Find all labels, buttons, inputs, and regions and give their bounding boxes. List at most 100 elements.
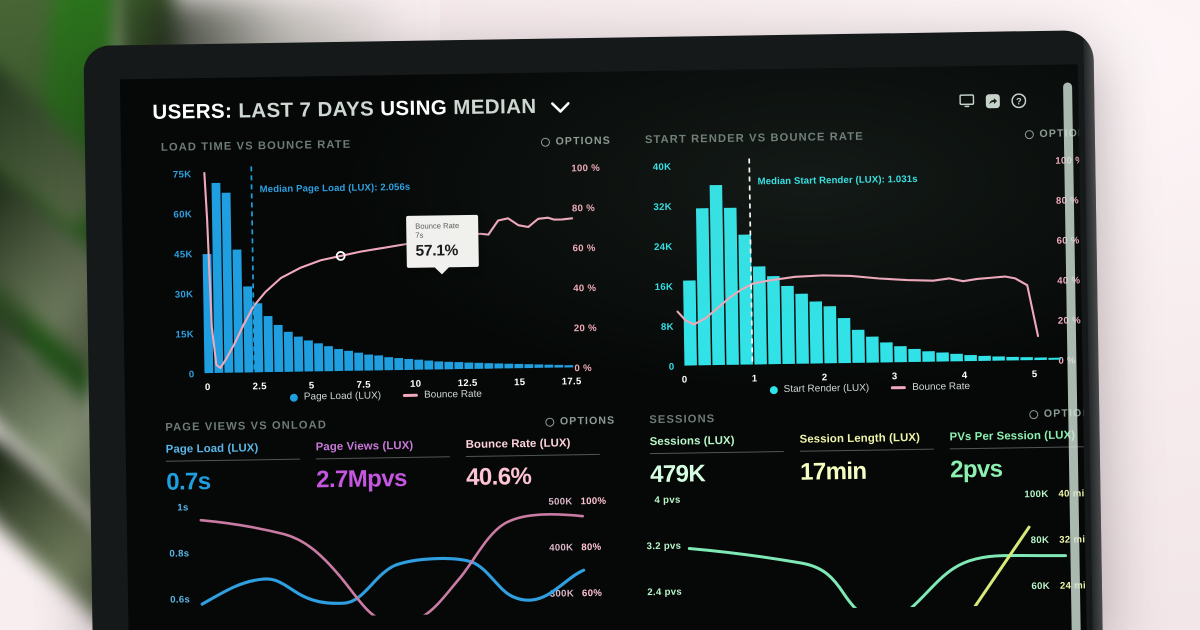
chart-sessions[interactable]: 4 pvs 3.2 pvs 2.4 pvs 100K 80K 60K 40 min 32 … [636, 484, 1087, 622]
svg-text:100 %: 100 % [571, 163, 600, 174]
svg-text:60K: 60K [173, 209, 192, 220]
legend-label: Bounce Rate [424, 388, 483, 401]
y-axis-right-sessions: 100K 80K 60K [1024, 489, 1050, 592]
svg-text:3: 3 [892, 371, 898, 382]
line-bounce-rate [203, 172, 574, 369]
svg-text:75K: 75K [173, 169, 192, 180]
stat-label: Sessions (LUX) [649, 434, 735, 449]
title-using: USING [380, 96, 448, 121]
title-prefix: USERS: [152, 99, 233, 124]
stat-session-length[interactable]: Session Length (LUX) 17min [800, 431, 951, 487]
svg-text:0.8s: 0.8s [169, 549, 189, 560]
gear-icon [1028, 409, 1038, 419]
legend-label: Bounce Rate [912, 381, 971, 393]
legend-item-bounce-rate[interactable]: Bounce Rate [891, 381, 970, 393]
y-axis-right: 100 % 80 % 60 % 40 % 20 % 0 % [571, 163, 600, 374]
laptop-screen: USERS: LAST 7 DAYS USING MEDIAN ? [119, 64, 1087, 630]
help-icon[interactable]: ? [1011, 92, 1027, 108]
options-label: OPTIONS [559, 414, 616, 428]
svg-text:17.5: 17.5 [562, 376, 582, 387]
dashboard-header: USERS: LAST 7 DAYS USING MEDIAN ? [120, 64, 1079, 137]
page-title[interactable]: USERS: LAST 7 DAYS USING MEDIAN [152, 94, 571, 127]
svg-text:1: 1 [752, 373, 758, 384]
share-icon[interactable] [985, 93, 1000, 108]
svg-text:5: 5 [1032, 369, 1038, 380]
svg-text:10: 10 [410, 379, 421, 390]
legend-line-icon [403, 394, 419, 397]
stat-page-views[interactable]: Page Views (LUX) 2.7Mpvs [316, 439, 467, 495]
panel-title: LOAD TIME VS BOUNCE RATE [160, 138, 352, 154]
stat-bounce-rate[interactable]: Bounce Rate (LUX) 40.6% [466, 437, 617, 493]
title-range: LAST 7 DAYS [238, 97, 375, 123]
panel-load-time-vs-bounce-rate: LOAD TIME VS BOUNCE RATE OPTIONS 75K 60K … [147, 130, 621, 405]
stat-label: Session Length (LUX) [799, 431, 921, 446]
svg-text:20 %: 20 % [574, 323, 597, 334]
bounce-rate-tooltip: Bounce Rate 7s 57.1% [406, 214, 479, 275]
line-page-load [200, 557, 586, 606]
options-label: OPTIONS [555, 134, 611, 148]
svg-text:100%: 100% [580, 496, 606, 507]
svg-text:24K: 24K [654, 242, 673, 253]
stat-value: 2.7Mpvs [315, 465, 407, 494]
svg-text:12.5: 12.5 [458, 378, 478, 389]
svg-text:400K: 400K [549, 543, 573, 554]
stat-row: Sessions (LUX) 479K Session Length (LUX)… [635, 425, 1086, 490]
panel-page-views-vs-onload: PAGE VIEWS VS ONLOAD OPTIONS Page Load (… [151, 410, 624, 625]
options-button[interactable]: OPTIONS [544, 414, 616, 428]
legend-item-bounce-rate[interactable]: Bounce Rate [403, 389, 482, 401]
svg-text:0.6s: 0.6s [170, 595, 190, 606]
gear-icon [540, 137, 550, 147]
bars-start-render [683, 184, 1061, 366]
legend-dot-icon [289, 393, 298, 402]
chart-page-views-vs-onload[interactable]: 1s 0.8s 0.6s 500K 400K 300K 100% 80% 60% [152, 492, 624, 625]
gear-icon [1024, 129, 1034, 139]
svg-text:0: 0 [205, 382, 211, 392]
y-axis-left: 40K 32K 24K 16K 8K 0 [653, 162, 675, 373]
tooltip-anchor-dot [335, 251, 346, 261]
y-axis-left: 4 pvs 3.2 pvs 2.4 pvs [647, 495, 683, 599]
median-line [748, 158, 754, 365]
legend-label: Page Load (LUX) [303, 390, 382, 403]
legend-label: Start Render (LUX) [783, 382, 870, 396]
lux-dashboard: USERS: LAST 7 DAYS USING MEDIAN ? [120, 64, 1087, 630]
legend-item-page-load[interactable]: Page Load (LUX) [289, 390, 382, 403]
options-button[interactable]: OPTIONS [540, 135, 611, 148]
svg-text:300K: 300K [550, 589, 574, 600]
laptop-device: USERS: LAST 7 DAYS USING MEDIAN ? [83, 30, 1103, 630]
chart-load-time-vs-bounce-rate[interactable]: 75K 60K 45K 30K 15K 0 100 % 80 % 60 % 40 % 20… [147, 153, 621, 392]
stat-label: PVs Per Session (LUX) [949, 429, 1076, 444]
monitor-icon[interactable] [959, 94, 975, 108]
stat-label: Page Views (LUX) [315, 439, 414, 454]
options-button[interactable]: OPTIONS [1024, 127, 1087, 140]
svg-text:7.5: 7.5 [357, 379, 372, 390]
stat-row: Page Load (LUX) 0.7s Page Views (LUX) 2.… [152, 433, 623, 498]
svg-text:15: 15 [514, 377, 526, 388]
svg-text:4 pvs: 4 pvs [654, 495, 680, 506]
stat-pvs-per-session[interactable]: PVs Per Session (LUX) 2pvs [950, 429, 1087, 485]
svg-text:0: 0 [682, 375, 688, 385]
svg-text:0 %: 0 % [574, 363, 592, 374]
chevron-down-icon[interactable] [551, 96, 571, 120]
panel-grid: LOAD TIME VS BOUNCE RATE OPTIONS 75K 60K … [121, 122, 1087, 625]
header-icon-group: ? [959, 92, 1027, 109]
svg-text:8K: 8K [661, 322, 674, 333]
panel-title: PAGE VIEWS VS ONLOAD [165, 419, 328, 434]
stat-sessions[interactable]: Sessions (LUX) 479K [650, 434, 801, 490]
svg-text:4: 4 [962, 370, 968, 381]
y-axis-right-bounce: 100% 80% 60% [580, 496, 606, 599]
svg-text:15K: 15K [175, 329, 194, 340]
y-axis-left: 75K 60K 45K 30K 15K 0 [173, 169, 195, 380]
stat-page-load[interactable]: Page Load (LUX) 0.7s [166, 441, 317, 497]
bars-page-load [202, 182, 574, 374]
svg-text:32K: 32K [653, 202, 672, 213]
stat-label: Page Load (LUX) [165, 442, 259, 456]
panel-title: START RENDER VS BOUNCE RATE [644, 130, 864, 147]
stat-value: 0.7s [166, 468, 211, 496]
legend-item-start-render[interactable]: Start Render (LUX) [769, 382, 870, 396]
svg-text:100K: 100K [1024, 489, 1048, 500]
x-axis: 0 1 2 3 4 5 [682, 369, 1038, 384]
svg-text:40K: 40K [653, 162, 672, 173]
options-button[interactable]: OPTIONS [1028, 407, 1087, 420]
